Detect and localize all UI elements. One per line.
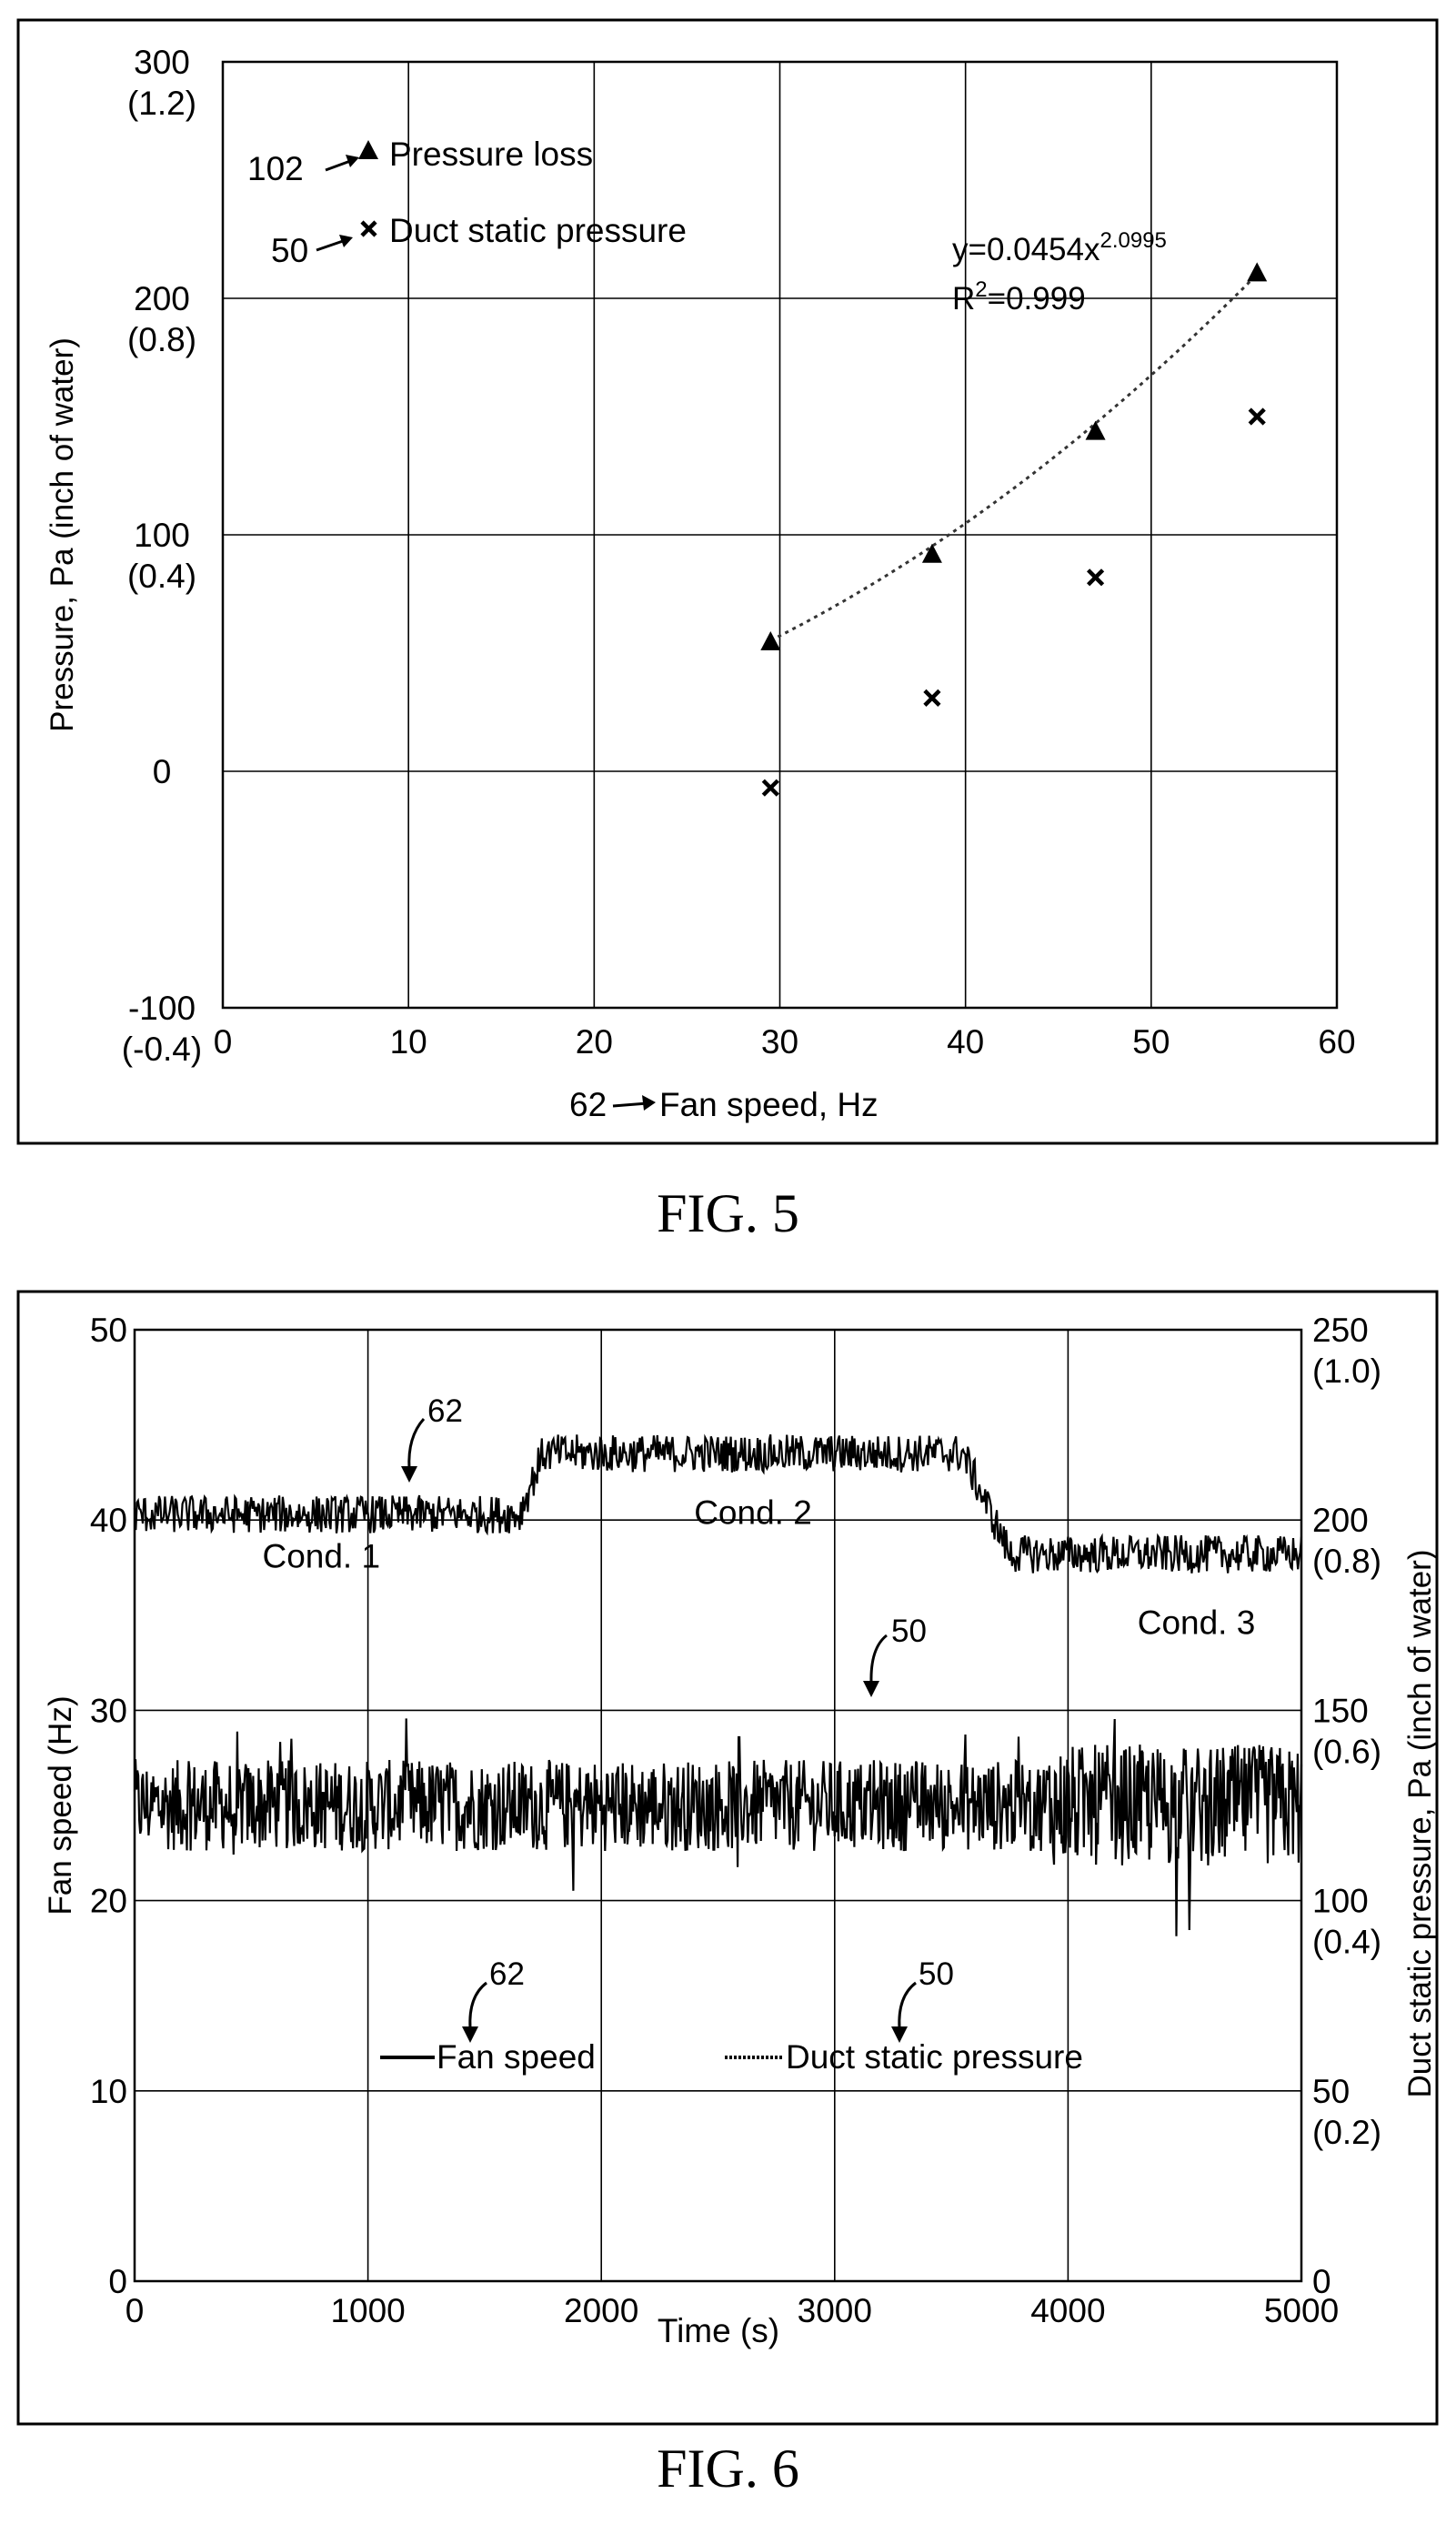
fig5-x-tick: 50 (1132, 1023, 1170, 1061)
fig5-legend-ref-pressure-loss: 102 (247, 150, 304, 187)
fig5-legend-duct-pressure: Duct static pressure (389, 212, 687, 249)
fig6-x-tick: 5000 (1264, 2292, 1339, 2329)
fig5-x-axis-ref: 62 (569, 1086, 607, 1123)
fig5-y-tick: -100 (128, 990, 196, 1027)
fig6-series-fan-speed (133, 1433, 1303, 1574)
fig6-left-tick: 20 (90, 1883, 127, 1920)
fig6-ref-arrow-fan-speed-top (401, 1417, 426, 1483)
fig6-right-tick: 150 (1312, 1692, 1369, 1729)
fig6-right-tick: 250 (1312, 1312, 1369, 1349)
fig6-legend-ref-arrow-fan-speed (462, 1981, 487, 2043)
fig6-left-tick: 30 (90, 1692, 127, 1729)
fig6-legend-ref-arrow-duct-pressure (891, 1981, 917, 2043)
fig5-data-points (760, 262, 1268, 797)
fig5-legend-x-icon (360, 220, 377, 237)
fig5-point-duct-pressure (761, 779, 779, 797)
fig5-y-tick: 0 (153, 753, 172, 790)
fig6-legend-ref-duct-pressure: 50 (919, 1956, 954, 1992)
fig6-left-axis-label: Fan speed (Hz) (43, 1695, 78, 1915)
fig6-left-tick: 50 (90, 1312, 127, 1349)
fig6-caption: FIG. 6 (657, 2439, 799, 2499)
fig6-right-tick-sub: (0.6) (1312, 1733, 1381, 1770)
fig5-x-tick: 10 (390, 1023, 427, 1061)
fig6-right-tick-sub: (0.8) (1312, 1543, 1381, 1580)
fig6-x-tick-labels: 0 1000 2000 3000 4000 5000 (126, 2292, 1339, 2329)
fig5-x-tick: 20 (576, 1023, 613, 1061)
fig6-right-tick: 50 (1312, 2073, 1350, 2110)
fig5-point-duct-pressure (923, 689, 941, 707)
fig6-annotations: Cond. 1 Cond. 2 Cond. 3 (262, 1493, 1255, 1641)
fig5-x-axis-label: Fan speed, Hz (659, 1086, 879, 1123)
fig5-y-tick-sub: (0.8) (127, 321, 196, 358)
fig6-frame (16, 1290, 1439, 2426)
fig5-legend-triangle-icon (358, 140, 378, 159)
fig6-right-tick-labels: 250 (1.0) 200 (0.8) 150 (0.6) 100 (0.4) 50 (0.2) 0 (1312, 1312, 1381, 2300)
fig5-y-tick: 300 (134, 44, 190, 81)
fig5-legend-ref-arrow-duct-pressure (316, 235, 353, 252)
fig5-chart: 300(1.2)200(0.8)100(0.4)0-100(-0.4) 0 10 2… (16, 18, 1439, 1145)
fig5-legend-pressure-loss: Pressure loss (389, 136, 593, 173)
fig6-x-tick: 4000 (1030, 2292, 1105, 2329)
fig6-series-duct-static-pressure (133, 1718, 1303, 1936)
fig5-trend-equation: y=0.0454x2.0995 (952, 228, 1167, 267)
fig6-legend-duct-pressure: Duct static pressure (786, 2038, 1083, 2076)
fig6-plot-border (133, 1328, 1303, 2283)
fig5-x-tick: 0 (214, 1023, 233, 1061)
fig6-annotation: Cond. 2 (694, 1493, 812, 1531)
fig6-right-tick-sub: (1.0) (1312, 1353, 1381, 1390)
fig5-point-pressure-loss (760, 631, 781, 650)
fig6-ref-arrow-duct-pressure-top (863, 1634, 888, 1697)
fig5-x-axis-ref-arrow (612, 1095, 656, 1111)
fig5-legend-ref-arrow-pressure-loss (325, 155, 359, 172)
fig6-x-tick: 3000 (798, 2292, 872, 2329)
fig5-point-duct-pressure (1086, 568, 1105, 587)
fig6-annotation: Cond. 3 (1138, 1604, 1256, 1642)
fig6-left-tick: 40 (90, 1502, 127, 1539)
fig6-right-tick-sub: (0.4) (1312, 1924, 1381, 1961)
fig5-caption: FIG. 5 (657, 1183, 799, 1243)
fig5-y-tick-sub: (-0.4) (122, 1031, 202, 1068)
fig5-x-tick: 40 (947, 1023, 984, 1061)
fig6-legend-ref-fan-speed: 62 (489, 1956, 525, 1992)
fig5-y-axis-label: Pressure, Pa (inch of water) (45, 337, 80, 732)
fig6-ref-fan-speed-top: 62 (427, 1393, 463, 1429)
fig6-right-tick: 0 (1312, 2263, 1331, 2300)
fig5-point-pressure-loss (1085, 420, 1106, 440)
fig6-annotation: Cond. 1 (262, 1538, 380, 1575)
fig5-point-pressure-loss (921, 543, 942, 563)
fig6-right-tick-sub: (0.2) (1312, 2114, 1381, 2151)
fig6-x-axis-label: Time (s) (658, 2312, 779, 2349)
fig5-point-pressure-loss (1247, 262, 1268, 282)
fig5-point-duct-pressure (1248, 407, 1266, 426)
fig5-y-tick: 100 (134, 517, 190, 554)
fig5-x-tick: 60 (1318, 1023, 1355, 1061)
fig5-frame (16, 18, 1439, 1145)
fig6-ref-duct-pressure-top: 50 (891, 1614, 927, 1649)
fig5-x-tick-labels: 0 10 20 30 40 50 60 (214, 1023, 1356, 1061)
fig5-y-tick-sub: (1.2) (127, 85, 196, 122)
fig6-legend-fan-speed: Fan speed (437, 2038, 596, 2076)
fig6-right-tick: 100 (1312, 1883, 1369, 1920)
fig6-right-axis-label: Duct static pressure, Pa (inch of water) (1402, 1550, 1438, 2098)
fig6-x-tick: 2000 (564, 2292, 638, 2329)
fig6-x-tick: 0 (126, 2292, 145, 2329)
fig5-y-tick: 200 (134, 280, 190, 317)
fig5-trendline (769, 273, 1259, 642)
fig5-legend-ref-duct-pressure: 50 (271, 232, 308, 269)
fig6-left-tick: 10 (90, 2073, 127, 2110)
fig6-left-tick-labels: 0 10 20 30 40 50 (90, 1312, 127, 2300)
fig6-left-tick: 0 (108, 2263, 127, 2300)
fig6-x-tick: 1000 (330, 2292, 405, 2329)
fig5-x-tick: 30 (761, 1023, 798, 1061)
fig6-right-tick: 200 (1312, 1502, 1369, 1539)
fig5-grid (223, 62, 1337, 1008)
fig5-y-tick-sub: (0.4) (127, 558, 196, 595)
fig5-y-tick-labels: 300 (1.2) 200 (0.8) 100 (0.4) 0 -100 (-0.4) (122, 44, 202, 1068)
fig5-trend-r2: R2=0.999 (952, 277, 1086, 317)
